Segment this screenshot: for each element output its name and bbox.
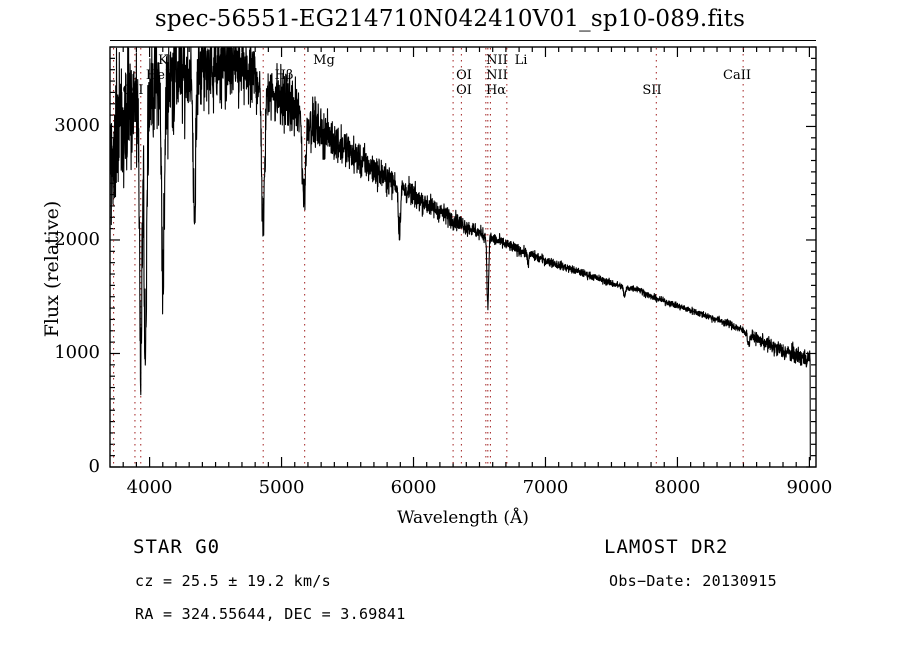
spectral-line-markers [113,48,744,466]
x-tick-label: 6000 [390,477,437,498]
y-tick-label: 1000 [54,342,100,364]
x-tick-label: 8000 [654,477,701,498]
y-tick-label: 3000 [54,115,100,137]
axis-ticks [110,46,816,468]
spectral-line-label: NII [486,68,508,83]
coordinates-line: RA = 324.55644, DEC = 3.69841 [135,605,406,623]
spectral-line-label: OI [456,68,472,83]
y-axis-title: Flux (relative) [41,200,63,338]
object-class-line: STAR G0 [133,536,221,558]
spectral-line-label: NII [486,53,508,68]
y-tick-label: 0 [88,456,100,477]
x-tick-label: 4000 [126,477,173,498]
spectral-line-label: Li [514,53,528,68]
spectral-line-label: K [158,53,168,68]
spectral-line-label: SII [642,83,662,98]
redshift-velocity-line: cz = 25.5 ± 19.2 km/s [135,572,331,590]
x-tick-label: 7000 [522,477,569,498]
survey-name: LAMOST DR2 [604,536,729,558]
spectrum-trace [109,46,811,461]
spectral-line-label: HeI [145,68,171,83]
plot-frame [109,46,817,468]
spectral-line-label: Mg [313,53,335,68]
x-tick-label: 5000 [258,477,305,498]
spectral-line-label: Hα [485,83,507,98]
observation-date: Obs−Date: 20130915 [609,572,777,590]
title-divider [110,40,816,41]
page-title: spec-56551-EG214710N042410V01_sp10-089.f… [154,6,746,32]
spectral-line-label: Hβ [274,68,294,83]
y-tick-label: 2000 [54,228,100,250]
spectral-line-label: CaII [723,68,751,83]
x-tick-label: 9000 [786,477,833,498]
x-axis-title: Wavelength (Å) [397,508,529,528]
spectral-line-label: OII [122,83,144,98]
spectral-line-label: OI [456,83,472,98]
